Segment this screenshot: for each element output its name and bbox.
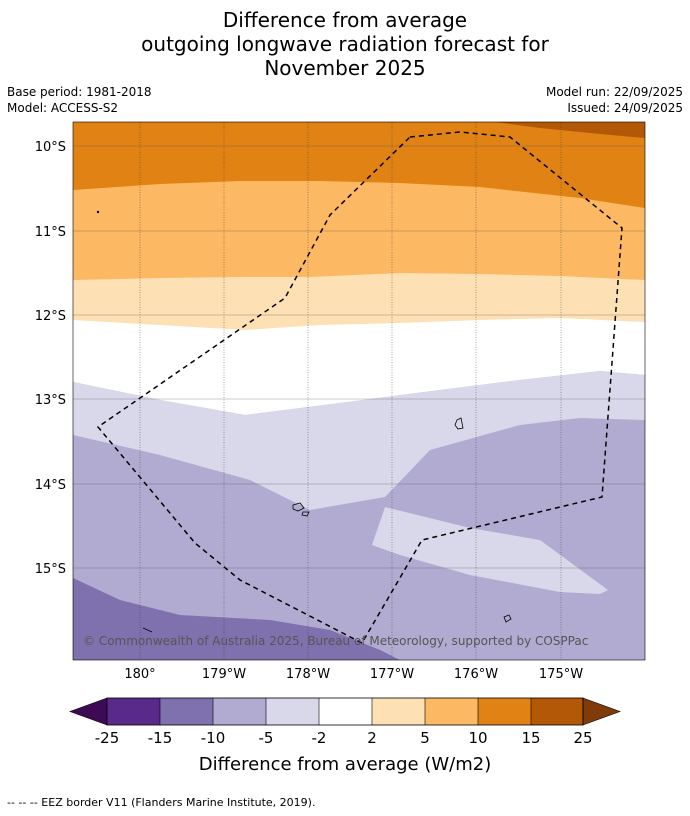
colorbar-dividers — [159, 698, 532, 725]
colorbar-max-arrow — [582, 697, 621, 726]
island-dot-north — [96, 210, 100, 214]
model-name: Model: ACCESS-S2 — [7, 101, 119, 115]
islands — [96, 210, 512, 633]
colorbar-tick-9: 15 — [521, 729, 540, 747]
band-neg2-patch — [372, 507, 608, 594]
colorbar: -25 -15 -10 -5 -2 2 5 10 15 25 Differenc… — [69, 697, 621, 775]
copyright-text: © Commonwealth of Australia 2025, Bureau… — [83, 634, 588, 648]
lat-label-13s: 13°S — [35, 393, 66, 408]
band-neg10 — [73, 578, 400, 660]
eez-legend: -- -- -- EEZ border V11 (Flanders Marine… — [7, 796, 316, 809]
band-pos10 — [73, 122, 645, 208]
lon-label-175w: 175°W — [539, 667, 583, 682]
lon-label-179w: 179°W — [202, 667, 246, 682]
island-reef-west — [142, 627, 153, 633]
title-line-1: Difference from average — [222, 8, 468, 32]
colorbar-ticks: -25 -15 -10 -5 -2 2 5 10 15 25 — [95, 729, 593, 747]
band-neg2 — [73, 371, 645, 510]
colorbar-seg-6 — [372, 698, 425, 725]
lat-label-12s: 12°S — [35, 309, 66, 324]
colorbar-seg-5 — [319, 698, 372, 725]
island-small-south — [503, 614, 512, 623]
colorbar-seg-8 — [478, 698, 531, 725]
colorbar-seg-1 — [107, 698, 160, 725]
colorbar-seg-7 — [425, 698, 478, 725]
colorbar-tick-3: -10 — [201, 729, 226, 747]
lat-label-10s: 10°S — [35, 140, 66, 155]
lon-label-177w: 177°W — [370, 667, 414, 682]
colorbar-label: Difference from average (W/m2) — [199, 754, 491, 775]
colorbar-seg-3 — [213, 698, 266, 725]
lon-label-176w: 176°W — [454, 667, 498, 682]
colorbar-seg-4 — [266, 698, 319, 725]
colorbar-seg-2 — [160, 698, 213, 725]
colorbar-frame — [106, 697, 584, 726]
island-futuna — [292, 502, 305, 512]
colorbar-tick-6: 2 — [367, 729, 377, 747]
base-period: Base period: 1981-2018 — [7, 85, 152, 99]
lon-label-180: 180° — [124, 667, 155, 682]
colorbar-tick-4: -5 — [259, 729, 274, 747]
lat-label-15s: 15°S — [35, 562, 66, 577]
title-line-3: November 2025 — [264, 56, 426, 80]
title-line-2: outgoing longwave radiation forecast for — [141, 32, 549, 56]
colorbar-tick-8: 10 — [468, 729, 487, 747]
map-title: Difference from average outgoing longwav… — [0, 8, 690, 80]
eez-border — [96, 131, 623, 644]
colorbar-tick-7: 5 — [420, 729, 430, 747]
lat-gridlines — [73, 145, 645, 569]
island-wallis — [454, 417, 464, 430]
band-pos15 — [495, 122, 645, 138]
lon-gridlines — [139, 122, 562, 660]
lon-label-178w: 178°W — [286, 667, 330, 682]
island-alofi — [301, 511, 310, 517]
colorbar-tick-10: 25 — [573, 729, 592, 747]
lon-labels: 180° 179°W 178°W 177°W 176°W 175°W — [124, 667, 583, 682]
map-plot: © Commonwealth of Australia 2025, Bureau… — [73, 122, 645, 660]
model-run: Model run: 22/09/2025 — [545, 85, 683, 99]
colorbar-tick-5: -2 — [312, 729, 327, 747]
colorbar-tick-1: -25 — [95, 729, 120, 747]
colorbar-min-arrow — [69, 697, 108, 726]
lat-labels: 10°S 11°S 12°S 13°S 14°S 15°S — [35, 140, 66, 577]
lat-label-14s: 14°S — [35, 478, 66, 493]
colorbar-tick-2: -15 — [148, 729, 173, 747]
map-frame — [72, 121, 646, 661]
map-figure: © Commonwealth of Australia 2025, Bureau… — [35, 121, 646, 775]
colorbar-seg-9 — [531, 698, 583, 725]
lat-label-11s: 11°S — [35, 225, 66, 240]
meta-left: Base period: 1981-2018 Model: ACCESS-S2 — [7, 84, 152, 116]
meta-right: Model run: 22/09/2025 Issued: 24/09/2025 — [546, 84, 683, 116]
issued-date: Issued: 24/09/2025 — [567, 101, 683, 115]
